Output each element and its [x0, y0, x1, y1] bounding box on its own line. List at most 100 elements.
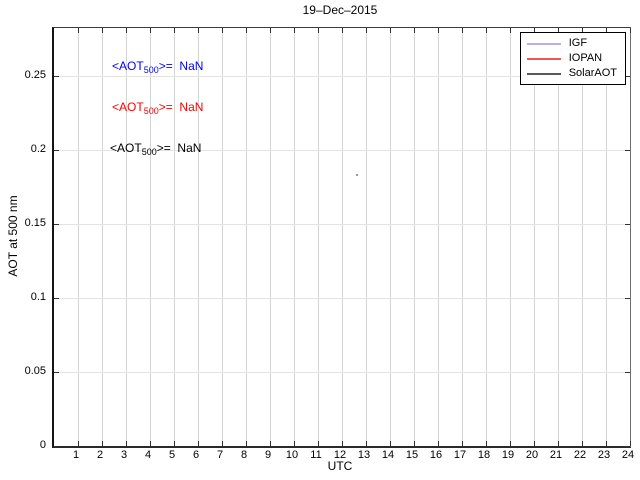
mean-aot-annotation: <AOT500>= NaN — [112, 100, 203, 116]
x-tick-label: 1 — [72, 449, 80, 461]
x-tick-mark-bottom — [102, 441, 103, 446]
annotation-text: 500 — [143, 106, 159, 116]
gridline-vertical — [606, 28, 607, 446]
gridline-vertical — [510, 28, 511, 446]
x-tick-label: 4 — [144, 449, 152, 461]
gridline-vertical — [198, 28, 199, 446]
gridline-vertical — [486, 28, 487, 446]
x-tick-mark-top — [462, 28, 463, 33]
legend-row: IGF — [526, 36, 617, 51]
x-tick-label: 24 — [621, 449, 635, 461]
x-tick-label: 18 — [477, 449, 491, 461]
gridline-horizontal — [54, 372, 630, 373]
annotation-text: <AOT — [112, 100, 144, 114]
x-tick-mark-top — [78, 28, 79, 33]
x-tick-mark-bottom — [174, 441, 175, 446]
x-tick-label: 11 — [310, 449, 322, 461]
x-tick-mark-bottom — [630, 441, 631, 446]
x-tick-mark-top — [534, 28, 535, 33]
annotation-text: 500 — [141, 147, 157, 157]
x-tick-mark-bottom — [198, 441, 199, 446]
legend-label: IOPAN — [568, 52, 603, 64]
x-tick-label: 21 — [549, 449, 563, 461]
x-tick-label: 7 — [216, 449, 224, 461]
x-tick-mark-top — [558, 28, 559, 33]
stray-point — [356, 174, 358, 176]
x-tick-mark-bottom — [78, 441, 79, 446]
gridline-vertical — [414, 28, 415, 446]
x-tick-mark-bottom — [246, 441, 247, 446]
x-tick-label: 22 — [573, 449, 587, 461]
y-tick-mark-right — [625, 224, 630, 225]
y-tick-mark-left — [54, 298, 59, 299]
mean-aot-annotation: <AOT500>= NaN — [112, 59, 203, 75]
gridline-vertical — [390, 28, 391, 446]
x-tick-label: 2 — [96, 449, 104, 461]
legend: IGF IOPAN SolarAOT — [519, 32, 626, 85]
y-tick-mark-left — [54, 446, 59, 447]
x-tick-mark-bottom — [318, 441, 319, 446]
y-tick-mark-right — [625, 76, 630, 77]
x-tick-mark-bottom — [606, 441, 607, 446]
mean-aot-annotation: <AOT500>= NaN — [110, 141, 201, 157]
x-axis-label: UTC — [327, 459, 353, 473]
gridline-vertical — [270, 28, 271, 446]
gridline-vertical — [438, 28, 439, 446]
x-tick-label: 13 — [357, 449, 371, 461]
x-tick-label: 9 — [264, 449, 272, 461]
chart-title: 19–Dec–2015 — [302, 3, 378, 17]
y-axis-label: AOT at 500 nm — [6, 195, 20, 277]
x-tick-mark-bottom — [510, 441, 511, 446]
gridline-vertical — [78, 28, 79, 446]
x-tick-mark-top — [198, 28, 199, 33]
gridline-horizontal — [54, 76, 630, 77]
x-tick-label: 20 — [525, 449, 539, 461]
x-tick-mark-top — [390, 28, 391, 33]
x-tick-mark-top — [102, 28, 103, 33]
y-tick-mark-right — [625, 298, 630, 299]
y-tick-mark-left — [54, 150, 59, 151]
x-tick-label: 3 — [120, 449, 128, 461]
x-tick-mark-bottom — [558, 441, 559, 446]
y-tick-label: 0.15 — [24, 217, 46, 229]
x-tick-mark-top — [438, 28, 439, 33]
x-tick-label: 10 — [285, 449, 299, 461]
x-tick-mark-top — [174, 28, 175, 33]
y-tick-label: 0.2 — [30, 143, 46, 155]
y-tick-mark-right — [625, 446, 630, 447]
x-tick-mark-top — [366, 28, 367, 33]
x-tick-mark-bottom — [462, 441, 463, 446]
gridline-vertical — [582, 28, 583, 446]
x-tick-mark-bottom — [342, 441, 343, 446]
legend-line-swatch — [526, 57, 561, 60]
gridline-vertical — [294, 28, 295, 446]
x-tick-label: 5 — [168, 449, 176, 461]
y-tick-label: 0 — [39, 439, 46, 451]
x-tick-label: 12 — [333, 449, 347, 461]
x-tick-mark-top — [582, 28, 583, 33]
y-tick-mark-right — [625, 150, 630, 151]
y-tick-label: 0.25 — [24, 69, 46, 81]
gridline-horizontal — [54, 150, 630, 151]
x-tick-label: 16 — [429, 449, 443, 461]
gridline-vertical — [150, 28, 151, 446]
x-tick-label: 8 — [240, 449, 248, 461]
x-tick-mark-top — [294, 28, 295, 33]
gridline-vertical — [318, 28, 319, 446]
x-tick-mark-top — [414, 28, 415, 33]
x-tick-mark-bottom — [126, 441, 127, 446]
annotation-text: <AOT — [112, 59, 144, 73]
gridline-vertical — [246, 28, 247, 446]
x-tick-label: 17 — [453, 449, 467, 461]
legend-line-swatch — [526, 42, 561, 45]
y-tick-label: 0.05 — [24, 365, 46, 377]
x-tick-mark-top — [510, 28, 511, 33]
annotation-text: >= NaN — [158, 100, 204, 114]
x-tick-mark-top — [486, 28, 487, 33]
x-tick-mark-top — [222, 28, 223, 33]
legend-label: SolarAOT — [568, 67, 617, 79]
y-tick-mark-left — [54, 224, 59, 225]
x-tick-mark-bottom — [222, 441, 223, 446]
x-tick-mark-bottom — [366, 441, 367, 446]
